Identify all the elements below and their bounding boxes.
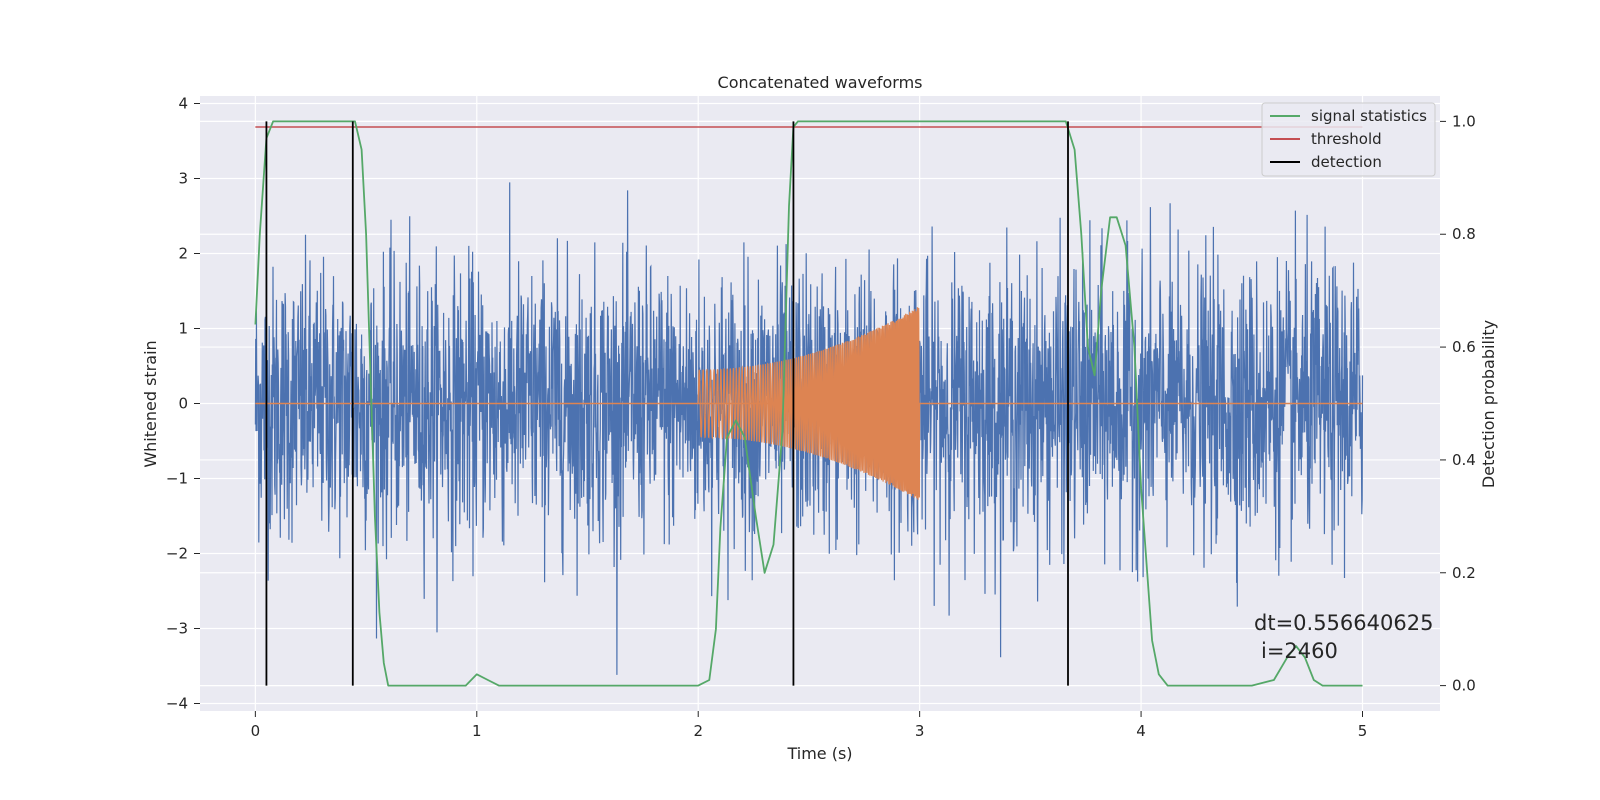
legend-label-detection: detection	[1311, 153, 1382, 171]
y2-tick-label: 0.0	[1452, 677, 1476, 695]
legend-label-statistics: signal statistics	[1311, 107, 1427, 125]
detection-series	[265, 121, 1069, 686]
y-tick-label: 3	[178, 170, 188, 188]
chart-title: Concatenated waveforms	[718, 73, 923, 92]
x-tick-label: 1	[472, 722, 482, 740]
y2-tick-label: 0.4	[1452, 451, 1476, 469]
strain-series	[254, 182, 1364, 675]
strain-trace	[254, 182, 1364, 675]
x-tick-label: 3	[915, 722, 925, 740]
y-tick-label: 0	[178, 395, 188, 413]
x-axis-label: Time (s)	[786, 744, 852, 763]
y2-tick-label: 1.0	[1452, 112, 1476, 130]
x-tick-label: 4	[1136, 722, 1146, 740]
y2-axis-label: Detection probability	[1479, 320, 1498, 488]
y-tick-label: 2	[178, 245, 188, 263]
template-series	[255, 307, 1363, 500]
y-tick-label: −1	[166, 470, 188, 488]
y-tick-label: 1	[178, 320, 188, 338]
legend: signal statistics threshold detection	[1261, 102, 1436, 177]
y-tick-label: −4	[166, 695, 188, 713]
y-tick-label: 4	[178, 95, 188, 113]
signal-statistics-line	[254, 120, 1363, 687]
y-tick-label: −2	[166, 545, 188, 563]
y-tick-label: −3	[166, 620, 188, 638]
x-tick-label: 5	[1358, 722, 1368, 740]
y2-tick-label: 0.6	[1452, 338, 1476, 356]
y2-tick-label: 0.8	[1452, 225, 1476, 243]
annotation-i: i=2460	[1261, 639, 1338, 663]
y-axis-label: Whitened strain	[141, 340, 160, 467]
y2-tick-label: 0.2	[1452, 564, 1476, 582]
x-tick-label: 2	[693, 722, 703, 740]
legend-label-threshold: threshold	[1311, 130, 1382, 148]
axis-ticks: 0 1 2 3 4 5 −4 −3 −2 −1 0 1 2 3 4 0.0 0.2 0.4 0.6 0.8 1.0	[166, 95, 1476, 741]
template-chirp	[697, 307, 921, 500]
signal-statistics-series	[254, 120, 1363, 687]
legend-box	[1261, 102, 1436, 177]
annotation-dt: dt=0.556640625	[1254, 611, 1433, 635]
x-tick-label: 0	[251, 722, 261, 740]
